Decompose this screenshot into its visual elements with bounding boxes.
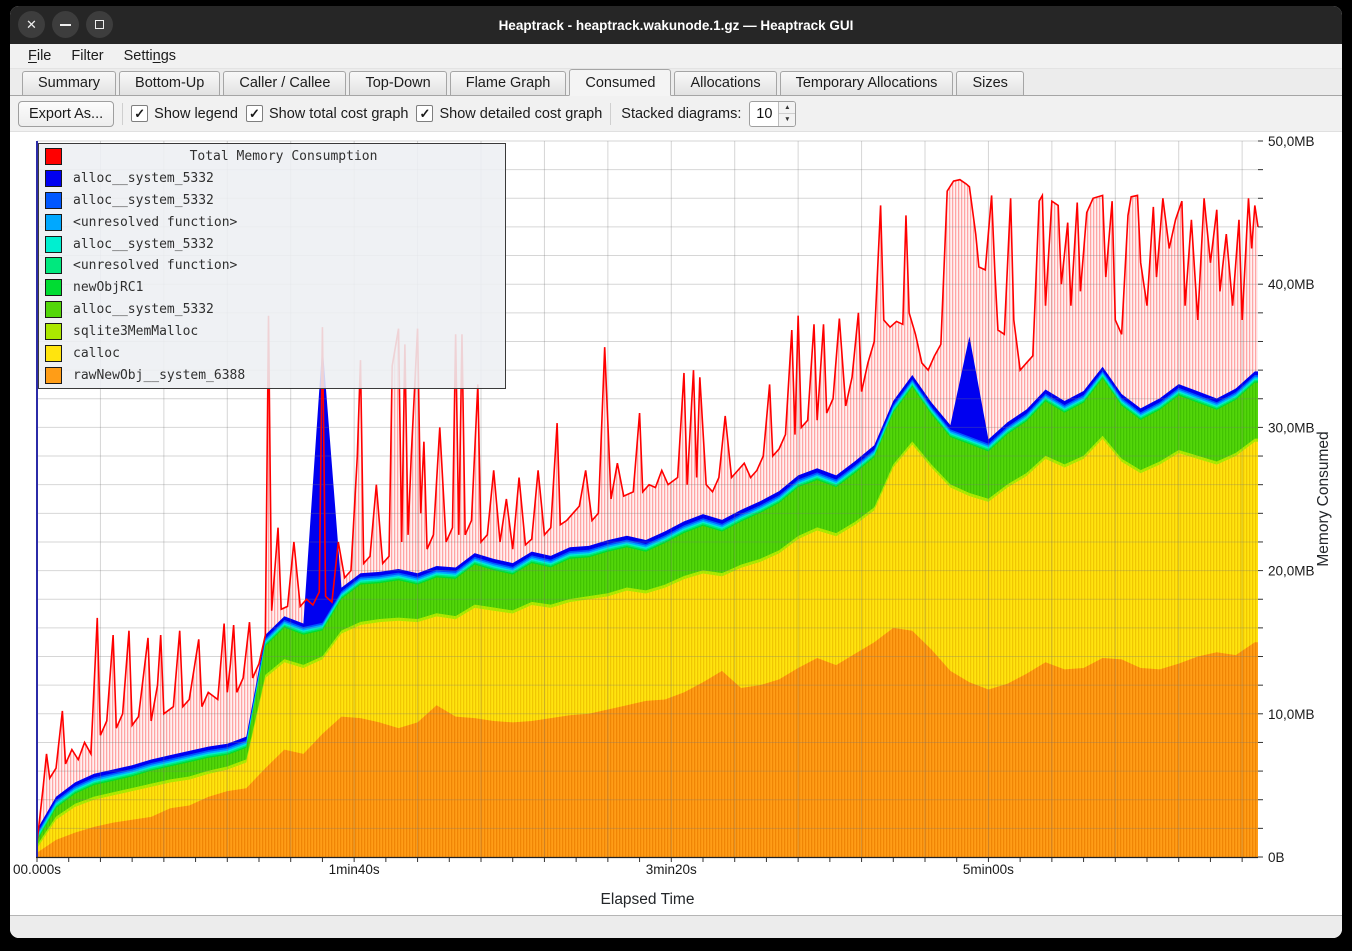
window-controls: ✕ [18, 11, 113, 38]
export-as-button[interactable]: Export As... [18, 100, 115, 127]
legend-color-swatch [45, 366, 62, 384]
stacked-diagrams-value[interactable]: 10 [756, 105, 773, 122]
toolbar: Export As... ✓ Show legend ✓ Show total cos… [10, 96, 1342, 132]
chart-panel: 00.000s 1min40s 3min20s 5min00s 0B 10,0MB 20,0… [10, 132, 1342, 915]
legend-item-label: sqlite3MemMalloc [73, 323, 199, 339]
toolbar-separator [122, 102, 124, 125]
close-button[interactable]: ✕ [18, 11, 45, 38]
svg-text:3min20s: 3min20s [646, 862, 697, 877]
svg-text:Memory Consumed: Memory Consumed [1315, 431, 1332, 566]
svg-text:0B: 0B [1268, 850, 1285, 865]
menu-filter[interactable]: Filter [71, 48, 104, 64]
svg-text:30,0MB: 30,0MB [1268, 420, 1315, 435]
legend-item: alloc__system_5332 [39, 191, 505, 211]
checkbox-label: Show total cost graph [269, 105, 409, 122]
legend-item-label: alloc__system_5332 [73, 236, 214, 252]
tab-sizes[interactable]: Sizes [956, 71, 1024, 95]
legend-title-row: Total Memory Consumption [39, 147, 505, 167]
menu-bar: File Filter Settings [10, 44, 1342, 69]
legend-color-swatch [45, 235, 62, 253]
titlebar: ✕ Heaptrack - heaptrack.wakunode.1.gz — … [10, 6, 1342, 44]
legend-item-label: alloc__system_5332 [73, 302, 214, 318]
legend-color-swatch [45, 344, 62, 362]
chart-legend: Total Memory Consumption alloc__system_53… [38, 143, 506, 389]
toolbar-separator [610, 102, 612, 125]
checkbox-check-icon: ✓ [131, 105, 149, 122]
legend-color-swatch [45, 301, 62, 319]
app-window: ✕ Heaptrack - heaptrack.wakunode.1.gz — … [10, 6, 1342, 938]
memory-consumption-chart: 00.000s 1min40s 3min20s 5min00s 0B 10,0MB 20,0… [13, 134, 1332, 908]
legend-item-label: newObjRC1 [73, 280, 144, 296]
checkbox-show-total-cost-graph[interactable]: ✓ Show total cost graph [246, 105, 408, 122]
legend-item-label: <unresolved function> [73, 214, 238, 230]
legend-item: alloc__system_5332 [39, 234, 505, 254]
tab-consumed[interactable]: Consumed [569, 69, 672, 96]
checkbox-label: Show legend [154, 105, 238, 122]
svg-text:10,0MB: 10,0MB [1268, 707, 1315, 722]
maximize-button[interactable] [86, 11, 113, 38]
minimize-icon [60, 23, 71, 26]
svg-text:00.000s: 00.000s [13, 862, 61, 877]
window-title: Heaptrack - heaptrack.wakunode.1.gz — He… [498, 17, 854, 33]
stacked-diagrams-spinbox[interactable]: 10 ▲ ▼ [749, 100, 797, 127]
checkbox-label: Show detailed cost graph [439, 105, 603, 122]
tab-flame-graph[interactable]: Flame Graph [449, 71, 567, 95]
menu-file[interactable]: File [28, 48, 52, 64]
legend-color-swatch [45, 192, 62, 210]
close-icon: ✕ [26, 17, 37, 32]
svg-text:5min00s: 5min00s [963, 862, 1014, 877]
legend-color-swatch [45, 148, 62, 166]
tab-top-down[interactable]: Top-Down [349, 71, 447, 95]
legend-item: calloc [39, 343, 505, 363]
minimize-button[interactable] [52, 11, 79, 38]
status-strip [10, 915, 1342, 938]
legend-color-swatch [45, 213, 62, 231]
checkbox-show-detailed-cost-graph[interactable]: ✓ Show detailed cost graph [416, 105, 602, 122]
legend-item: <unresolved function> [39, 256, 505, 276]
legend-item-label: calloc [73, 345, 120, 361]
checkbox-check-icon: ✓ [416, 105, 434, 122]
checkbox-show-legend[interactable]: ✓ Show legend [131, 105, 238, 122]
legend-item-label: alloc__system_5332 [73, 171, 214, 187]
legend-item: alloc__system_5332 [39, 169, 505, 189]
legend-item-label: alloc__system_5332 [73, 193, 214, 209]
spin-up-button[interactable]: ▲ [779, 102, 796, 114]
spin-down-button[interactable]: ▼ [784, 116, 791, 124]
svg-text:1min40s: 1min40s [329, 862, 380, 877]
menu-settings[interactable]: Settings [123, 48, 177, 64]
legend-color-swatch [45, 257, 62, 275]
legend-item-label: rawNewObj__system_6388 [73, 367, 246, 383]
svg-text:Elapsed Time: Elapsed Time [601, 891, 695, 908]
tab-temporary-allocations[interactable]: Temporary Allocations [779, 71, 954, 95]
tab-summary[interactable]: Summary [22, 71, 117, 95]
maximize-icon [95, 20, 104, 29]
legend-item-label: Total Memory Consumption [189, 149, 378, 165]
legend-item: alloc__system_5332 [39, 300, 505, 320]
tab-caller-callee[interactable]: Caller / Callee [223, 71, 347, 95]
stacked-diagrams-label: Stacked diagrams: [621, 105, 742, 122]
legend-color-swatch [45, 322, 62, 340]
legend-color-swatch [45, 279, 62, 297]
checkbox-check-icon: ✓ [246, 105, 263, 122]
legend-item-label: <unresolved function> [73, 258, 238, 274]
tab-allocations[interactable]: Allocations [674, 71, 777, 95]
tab-bottom-up[interactable]: Bottom-Up [119, 71, 221, 95]
svg-text:40,0MB: 40,0MB [1268, 277, 1315, 292]
svg-text:50,0MB: 50,0MB [1268, 134, 1315, 149]
legend-item: newObjRC1 [39, 278, 505, 298]
svg-text:20,0MB: 20,0MB [1268, 564, 1315, 579]
tab-bar: Summary Bottom-Up Caller / Callee Top-Down F… [10, 69, 1342, 96]
legend-item: sqlite3MemMalloc [39, 321, 505, 341]
legend-item: <unresolved function> [39, 212, 505, 232]
legend-item: rawNewObj__system_6388 [39, 365, 505, 385]
legend-color-swatch [45, 170, 62, 188]
